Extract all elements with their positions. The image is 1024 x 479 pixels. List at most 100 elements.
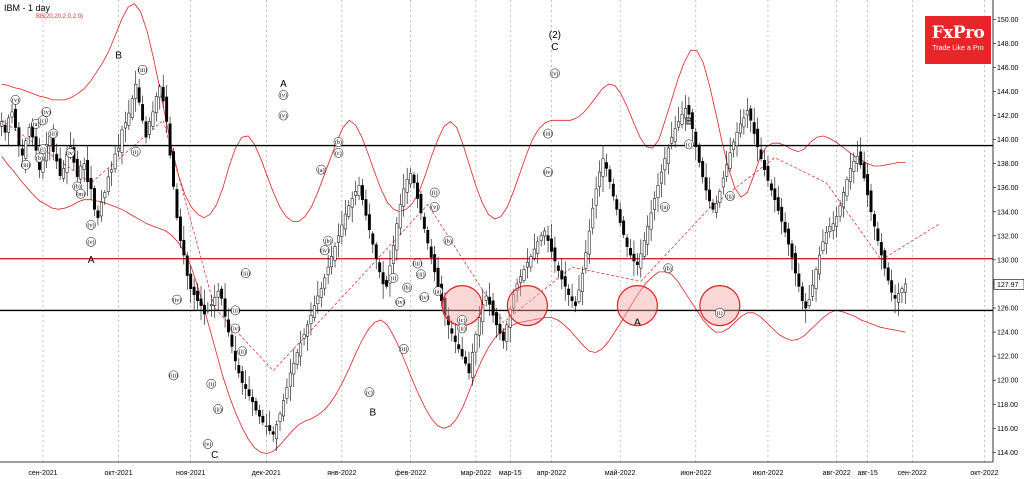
candle-body <box>14 108 17 128</box>
candle-body <box>120 129 124 153</box>
candle-body <box>144 121 148 138</box>
candle-body <box>24 140 28 159</box>
candle-body <box>522 269 526 281</box>
candle-body <box>3 124 7 133</box>
x-tick-label: авг-2022 <box>823 470 851 477</box>
candle-body <box>886 267 890 281</box>
candle-body <box>728 152 732 169</box>
candle-body <box>405 179 409 193</box>
current-price-label: 127.97 <box>997 282 1019 289</box>
price-axis: 114.00 116.00 118.00 120.00 122.00 124.00 126.… <box>0 0 1024 463</box>
candle-body <box>79 165 83 180</box>
candle-body <box>824 231 828 244</box>
candle-body <box>618 209 622 223</box>
candle-body <box>196 290 200 302</box>
wave-label-circle <box>395 297 406 307</box>
candle-body <box>776 197 780 211</box>
candle-body <box>470 352 474 378</box>
candle-body <box>725 164 729 177</box>
candle-body <box>460 349 464 357</box>
wave-label: (iv) <box>320 247 329 254</box>
wave-label: A <box>88 255 95 266</box>
candle-body <box>821 241 825 251</box>
candle-body <box>457 344 461 350</box>
candle-body <box>213 296 217 306</box>
candle-body <box>106 176 110 192</box>
candle-body <box>477 317 481 336</box>
candle-body <box>168 123 172 156</box>
time-axis: сен-2021 окт-2021 ноя-2021 дек-2021 янв-2022… <box>28 469 998 477</box>
candle-body <box>309 314 313 324</box>
wave-label: (iv) <box>173 297 182 304</box>
candle-body <box>223 298 227 317</box>
candle-body <box>357 185 361 196</box>
candle-body <box>302 334 306 339</box>
candle-body <box>766 165 770 181</box>
candle-body <box>525 262 529 268</box>
candle-body <box>666 147 670 164</box>
x-tick-label: ноя-2021 <box>176 470 206 477</box>
wave-label-circle <box>20 159 31 170</box>
candle-body <box>505 324 509 342</box>
y-tick-label: 144.00 <box>997 89 1019 96</box>
wave-label: (iii) <box>138 67 147 74</box>
support-circle <box>506 284 549 327</box>
candle-body <box>787 228 791 245</box>
candle-body <box>790 243 794 258</box>
wave-label: (b) <box>665 265 672 272</box>
candle-body <box>649 212 653 230</box>
y-tick-label: 118.00 <box>997 402 1018 409</box>
indicator-label: BB(20,20,2.0,2.0) <box>36 14 84 20</box>
candle-body <box>646 225 650 245</box>
y-tick-label: 120.00 <box>997 378 1019 385</box>
wave-label-circle <box>443 235 454 246</box>
candle-body <box>306 324 309 337</box>
candle-body <box>684 108 687 119</box>
candle-body <box>539 235 543 242</box>
candle-body <box>752 122 756 134</box>
candle-body <box>481 304 485 322</box>
highlight-circles <box>441 284 741 327</box>
candle-body <box>615 199 619 210</box>
candle-body <box>629 248 632 256</box>
wave-label-circle <box>172 294 182 305</box>
candle-body <box>182 239 186 256</box>
y-tick-label: 150.00 <box>997 17 1019 24</box>
wave-label-circle <box>213 404 224 414</box>
wave-label-circle <box>278 90 289 100</box>
candle-body <box>161 86 165 102</box>
candle-body <box>670 136 674 144</box>
wave-label: (v) <box>12 97 19 104</box>
wave-label-circle <box>316 164 327 175</box>
candle-body <box>422 216 426 229</box>
wave-label-circle <box>206 378 217 389</box>
wave-label-circle <box>323 235 333 246</box>
y-tick-label: 146.00 <box>997 65 1019 72</box>
x-tick-label: июл-2022 <box>752 470 783 477</box>
bb-middle-band <box>1 119 940 372</box>
wave-label-circle <box>240 268 251 278</box>
y-tick-label: 138.00 <box>997 161 1019 168</box>
candle-body <box>543 230 547 237</box>
candle-body <box>165 96 169 122</box>
candle-body <box>333 246 337 261</box>
candle-body <box>831 223 835 231</box>
candle-body <box>178 216 182 241</box>
candle-body <box>873 214 876 227</box>
candle-body <box>890 280 894 293</box>
candle-body <box>257 410 261 417</box>
candle-body <box>632 253 636 262</box>
wave-label: (b) <box>36 155 43 162</box>
candle-body <box>749 108 753 121</box>
candle-body <box>587 230 591 255</box>
candle-body <box>343 213 347 230</box>
candle-body <box>240 371 244 383</box>
candle-body <box>848 168 852 182</box>
candle-body <box>807 299 811 307</box>
candle-body <box>611 183 615 197</box>
candle-body <box>897 293 900 303</box>
wave-label: (iv) <box>420 294 429 301</box>
candle-body <box>642 240 646 257</box>
candle-body <box>244 384 248 389</box>
